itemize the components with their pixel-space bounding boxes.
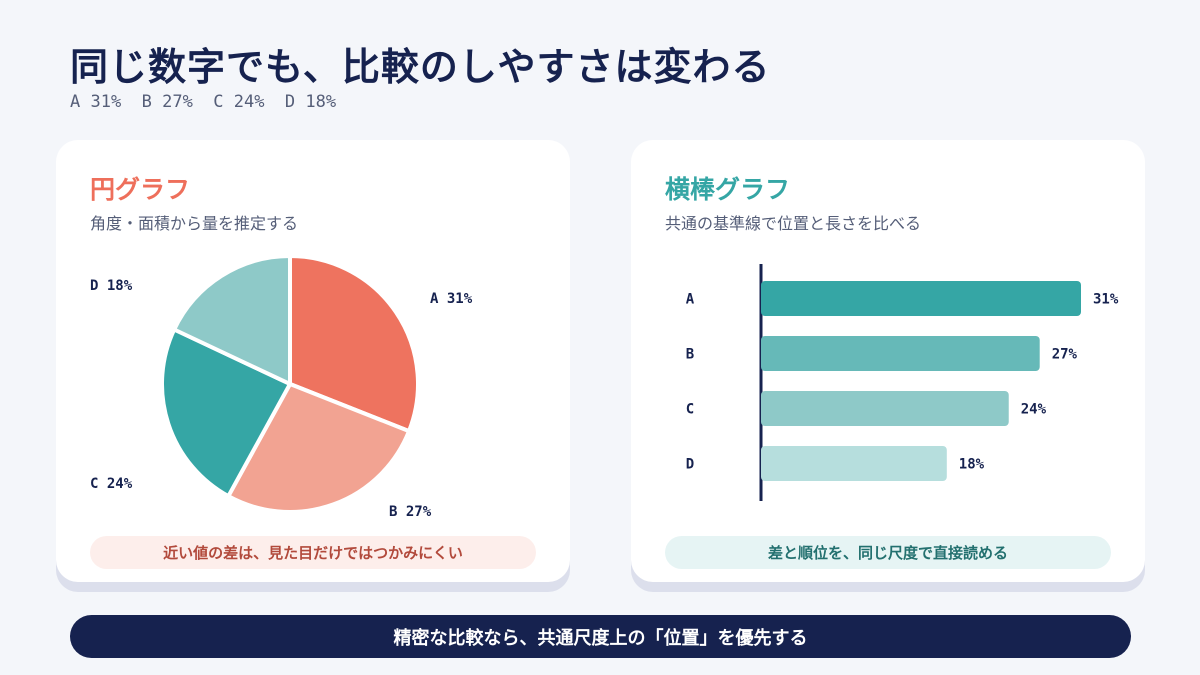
bar-value-c: 24% xyxy=(1021,402,1047,418)
bar-chart: A 31% B 27% C 24% D 18% xyxy=(686,264,1119,501)
bar-card-note: 差と順位を、同じ尺度で直接読める xyxy=(665,536,1111,569)
bar-category-d: D xyxy=(686,457,694,473)
bar-a xyxy=(761,281,1081,316)
pie-slice-c xyxy=(160,327,292,499)
pie-slice-a xyxy=(288,254,420,434)
bar-b xyxy=(761,336,1040,371)
bar-card-subtitle: 共通の基準線で位置と長さを比べる xyxy=(665,214,922,233)
bar-card-title: 横棒グラフ xyxy=(665,175,791,204)
pie-chart: A 31% B 27% C 24% D 18% xyxy=(90,254,473,520)
pie-label-a: A 31% xyxy=(430,291,473,307)
bar-category-a: A xyxy=(686,292,695,308)
pie-card-subtitle: 角度・面積から量を推定する xyxy=(90,214,299,233)
pie-chart-card: 円グラフ 角度・面積から量を推定する A 31% B 27% C 24% D 18% … xyxy=(56,140,570,582)
page-title: 同じ数字でも、比較のしやすさは変わる xyxy=(70,45,771,89)
pie-card-note: 近い値の差は、見た目だけではつかみにくい xyxy=(90,536,536,569)
bar-c xyxy=(761,391,1009,426)
pie-label-b: B 27% xyxy=(389,504,432,520)
pie-label-d: D 18% xyxy=(90,278,133,294)
page-subtitle: A 31% B 27% C 24% D 18% xyxy=(70,92,337,112)
pie-label-c: C 24% xyxy=(90,476,133,492)
bar-category-c: C xyxy=(686,402,694,418)
bar-value-d: 18% xyxy=(959,457,985,473)
pie-card-title: 円グラフ xyxy=(90,175,191,204)
bar-category-b: B xyxy=(686,347,694,363)
bar-chart-card: 横棒グラフ 共通の基準線で位置と長さを比べる A 31% B 27% C 24% D 18% … xyxy=(631,140,1145,582)
bar-d xyxy=(761,446,947,481)
bar-value-b: 27% xyxy=(1052,347,1078,363)
bar-value-a: 31% xyxy=(1093,292,1119,308)
pie-slice-d xyxy=(172,254,292,386)
conclusion-banner: 精密な比較なら、共通尺度上の「位置」を優先する xyxy=(70,615,1131,658)
